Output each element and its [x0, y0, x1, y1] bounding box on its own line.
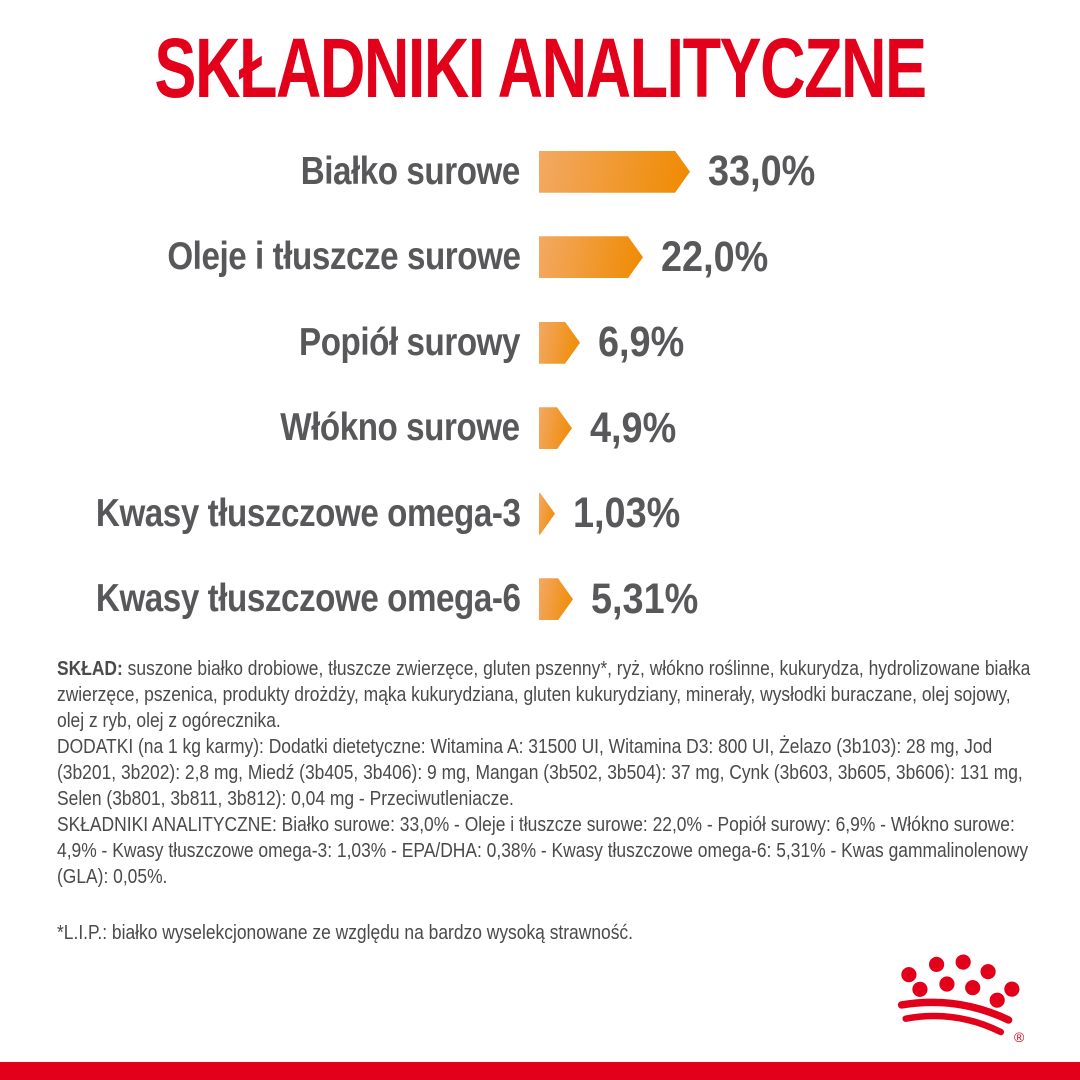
chart-row: Kwasy tłuszczowe omega-6 5,31%	[0, 557, 1080, 643]
chart-row: Oleje i tłuszcze surowe 22,0%	[0, 215, 1080, 301]
crown-arc-lower	[902, 1012, 1005, 1036]
registered-trademark-symbol: ®	[1014, 1029, 1025, 1045]
bottom-red-stripe	[0, 1062, 1080, 1080]
royal-canin-crown-logo: ®	[897, 954, 1025, 1045]
value-label: 5,31%	[591, 574, 699, 623]
category-label: Oleje i tłuszcze surowe	[166, 235, 521, 279]
value-bar-arrow	[539, 236, 643, 278]
ingredients-info-block: SKŁAD: suszone białko drobiowe, tłuszcze…	[57, 656, 1035, 946]
value-bar-arrow	[539, 407, 572, 449]
analytical-components-chart: Białko surowe 33,0% Oleje i tłuszcze surow…	[0, 129, 1080, 642]
value-bar-arrow	[539, 493, 555, 535]
crown-dots	[897, 954, 1020, 1036]
sklad-label: SKŁAD:	[57, 657, 123, 680]
category-label: Kwasy tłuszczowe omega-3	[95, 491, 520, 535]
category-label: Popiół surowy	[298, 320, 520, 364]
page-title: SKŁADNIKI ANALITYCZNE	[154, 21, 927, 115]
sklad-text: suszone białko drobiowe, tłuszcze zwierz…	[57, 657, 1031, 732]
crown-arc-upper	[897, 998, 1013, 1024]
value-label: 4,9%	[590, 403, 677, 452]
value-label: 6,9%	[598, 318, 685, 367]
value-bar-arrow	[539, 151, 690, 193]
value-label: 33,0%	[708, 147, 816, 196]
analityczne-paragraph: SKŁADNIKI ANALITYCZNE: Białko surowe: 33…	[57, 813, 1029, 888]
dodatki-paragraph: DODATKI (na 1 kg karmy): Dodatki dietety…	[57, 735, 1023, 810]
category-label: Włókno surowe	[280, 406, 521, 450]
lip-footnote: *L.I.P.: białko wyselekcjonowane ze wzgl…	[57, 921, 633, 944]
value-label: 22,0%	[661, 232, 769, 281]
chart-row: Popiół surowy 6,9%	[0, 300, 1080, 386]
sklad-paragraph: SKŁAD: suszone białko drobiowe, tłuszcze…	[57, 656, 1035, 734]
value-label: 1,03%	[573, 489, 681, 538]
value-bar-arrow	[539, 578, 573, 620]
chart-row: Kwasy tłuszczowe omega-3 1,03%	[0, 471, 1080, 557]
chart-row: Białko surowe 33,0%	[0, 129, 1080, 215]
value-bar-arrow	[539, 322, 580, 364]
category-label: Białko surowe	[300, 149, 521, 193]
category-label: Kwasy tłuszczowe omega-6	[95, 577, 520, 621]
chart-row: Włókno surowe 4,9%	[0, 386, 1080, 472]
